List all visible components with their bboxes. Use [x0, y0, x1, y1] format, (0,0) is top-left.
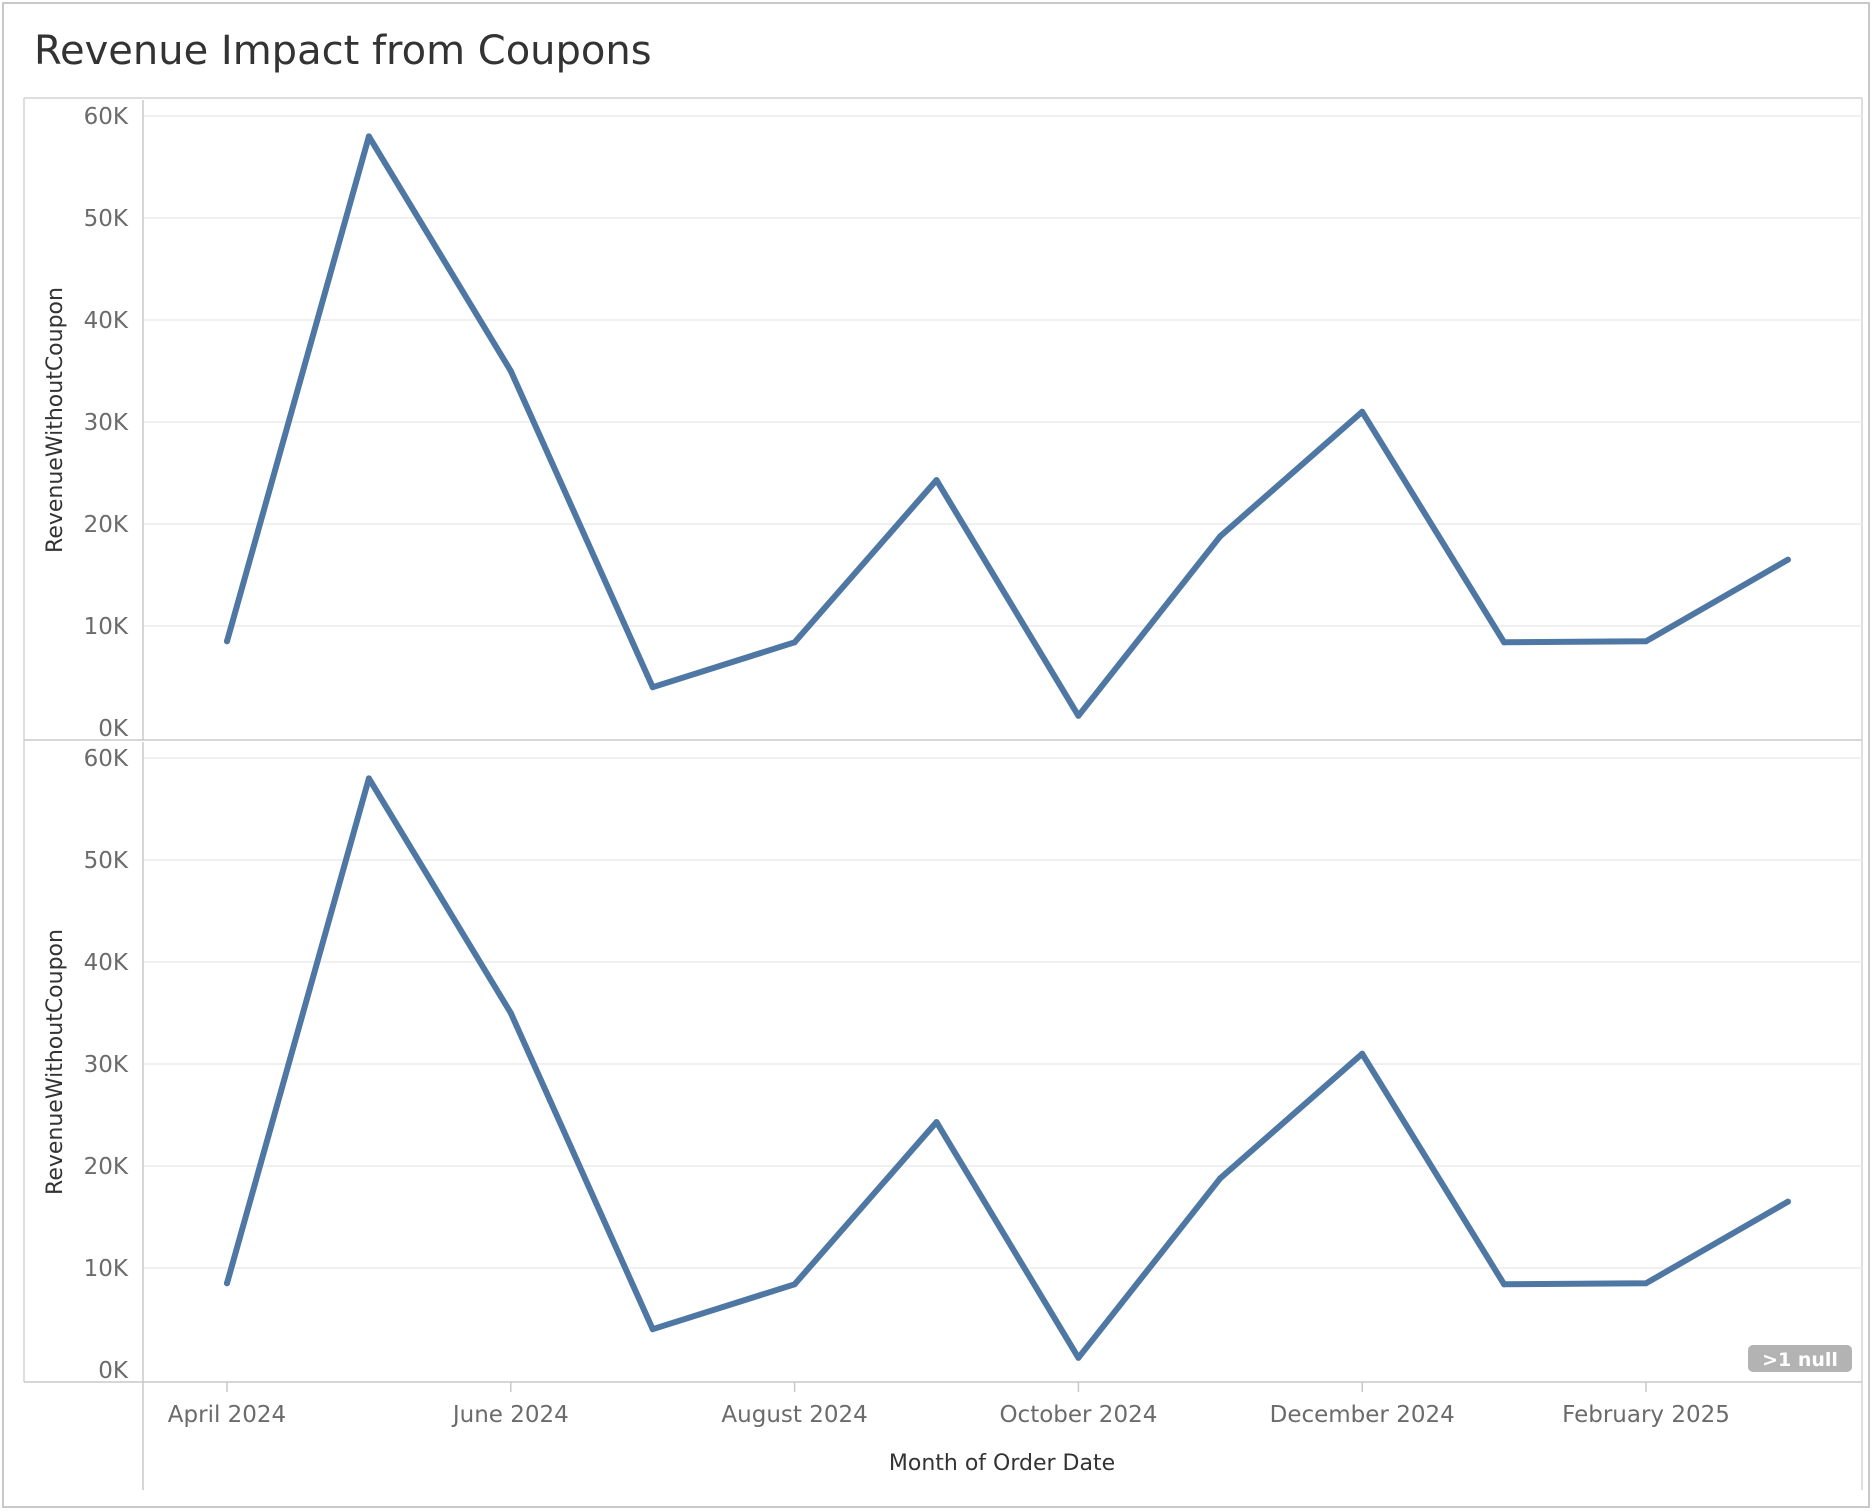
- y-tick-label-panel1: 10K: [84, 614, 129, 640]
- data-point-panel1-2024-11: [1217, 533, 1224, 540]
- null-indicator-text: >1 null: [1762, 1349, 1838, 1371]
- data-point-panel2-2024-08: [791, 1281, 798, 1288]
- data-point-panel2-2024-10: [1075, 1354, 1082, 1361]
- y-tick-label-panel2: 40K: [84, 950, 129, 976]
- data-point-panel2-2024-11: [1217, 1175, 1224, 1182]
- data-point-panel2-2024-05: [365, 775, 372, 782]
- data-point-panel1-2025-01: [1501, 639, 1508, 646]
- y-tick-label-panel2: 20K: [84, 1154, 129, 1180]
- data-point-panel2-2025-01: [1501, 1281, 1508, 1288]
- x-tick-label: June 2024: [451, 1402, 569, 1428]
- y-tick-label-panel1: 20K: [84, 512, 129, 538]
- y-tick-label-panel2: 0K: [98, 1358, 129, 1384]
- y-tick-label-panel1: 0K: [98, 716, 129, 742]
- y-tick-label-panel1: 60K: [84, 104, 129, 130]
- x-tick-label: August 2024: [721, 1402, 867, 1428]
- y-tick-label-panel1: 50K: [84, 206, 129, 232]
- data-point-panel1-2024-09: [933, 477, 940, 484]
- series-line-panel2: [224, 775, 1791, 1361]
- data-point-panel1-2024-06: [507, 368, 514, 374]
- data-point-panel1-2024-12: [1359, 408, 1366, 415]
- data-point-panel1-2025-02: [1643, 638, 1649, 645]
- data-point-panel1-2024-05: [365, 133, 372, 140]
- data-point-panel2-2025-02: [1643, 1280, 1649, 1287]
- x-tick-label: February 2025: [1562, 1402, 1730, 1428]
- y-tick-label-panel2: 30K: [84, 1052, 129, 1078]
- y-tick-label-panel2: 60K: [84, 746, 129, 772]
- data-point-panel1-2024-10: [1075, 712, 1082, 719]
- y-tick-label-panel2: 10K: [84, 1256, 129, 1282]
- data-point-panel1-2024-08: [791, 639, 798, 646]
- x-axis-title: Month of Order Date: [889, 1451, 1115, 1476]
- data-point-panel1-2024-07: [649, 684, 656, 691]
- data-point-panel2-2024-09: [933, 1119, 940, 1126]
- x-tick-label: October 2024: [999, 1402, 1157, 1428]
- chart-title: Revenue Impact from Coupons: [34, 28, 652, 74]
- y-tick-label-panel1: 30K: [84, 410, 129, 436]
- y-axis-title-panel2: RevenueWithoutCoupon: [43, 929, 68, 1195]
- series-line-panel1: [224, 133, 1791, 719]
- data-point-panel2-2024-06: [507, 1010, 514, 1016]
- x-tick-label: April 2024: [168, 1402, 286, 1428]
- y-axis-title-panel1: RevenueWithoutCoupon: [43, 287, 68, 553]
- y-tick-label-panel2: 50K: [84, 848, 129, 874]
- data-point-panel2-2024-07: [649, 1326, 656, 1333]
- x-tick-label: December 2024: [1270, 1402, 1455, 1428]
- data-point-panel2-2025-03: [1784, 1198, 1791, 1205]
- data-point-panel2-2024-04: [224, 1280, 230, 1287]
- data-point-panel1-2024-04: [224, 638, 230, 645]
- null-indicator-badge: [1748, 1345, 1852, 1372]
- y-tick-label-panel1: 40K: [84, 308, 129, 334]
- data-point-panel1-2025-03: [1784, 556, 1791, 563]
- data-point-panel2-2024-12: [1359, 1050, 1366, 1057]
